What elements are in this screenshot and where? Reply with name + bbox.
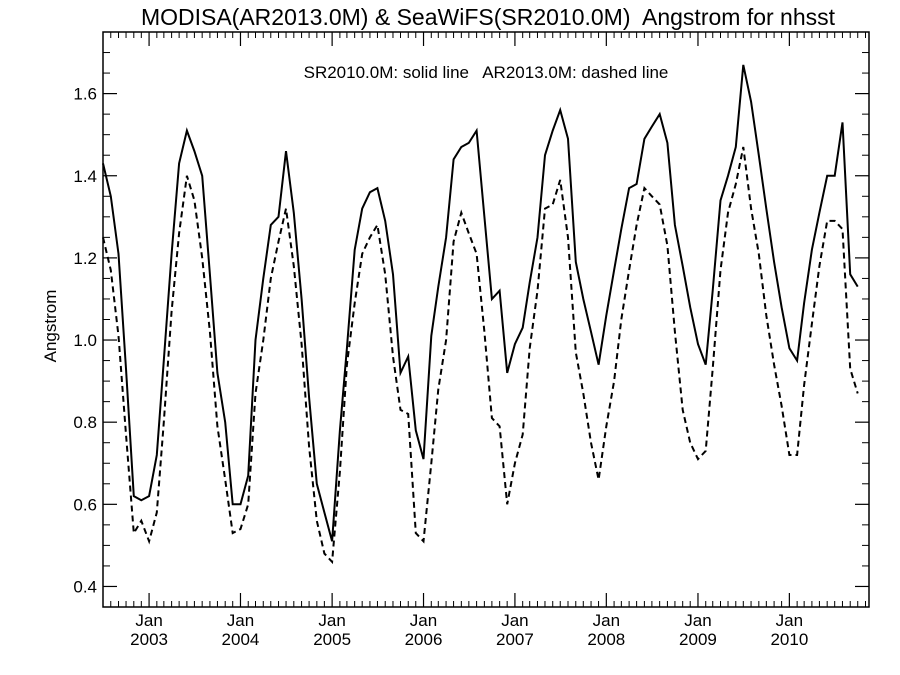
x-tick-year-label: 2005 bbox=[313, 630, 351, 649]
y-tick-label: 1.2 bbox=[73, 249, 97, 268]
x-tick-year-label: 2010 bbox=[770, 630, 808, 649]
series-line-dashed bbox=[102, 146, 859, 565]
y-tick-label: 0.6 bbox=[73, 495, 97, 514]
chart-subtitle: SR2010.0M: solid line AR2013.0M: dashed … bbox=[304, 63, 669, 82]
x-tick-year-label: 2008 bbox=[587, 630, 625, 649]
x-tick-month-label: Jan bbox=[684, 611, 711, 630]
x-tick-year-label: 2003 bbox=[130, 630, 168, 649]
x-tick-month-label: Jan bbox=[410, 611, 437, 630]
plot-frame bbox=[102, 31, 870, 608]
data-series bbox=[102, 64, 859, 565]
x-tick-year-label: 2006 bbox=[405, 630, 443, 649]
x-tick-month-label: Jan bbox=[593, 611, 620, 630]
x-tick-year-label: 2007 bbox=[496, 630, 534, 649]
y-tick-label: 1.6 bbox=[73, 85, 97, 104]
y-tick-label: 1.0 bbox=[73, 331, 97, 350]
y-axis-label: Angstrom bbox=[41, 290, 60, 363]
x-tick-month-label: Jan bbox=[318, 611, 345, 630]
x-tick-month-label: Jan bbox=[501, 611, 528, 630]
axis-ticks: 0.40.60.81.01.21.41.6Jan2003Jan2004Jan20… bbox=[73, 32, 869, 649]
y-tick-label: 1.4 bbox=[73, 167, 97, 186]
chart-title: MODISA(AR2013.0M) & SeaWiFS(SR2010.0M) A… bbox=[141, 4, 836, 30]
y-tick-label: 0.8 bbox=[73, 413, 97, 432]
series-line-solid bbox=[102, 64, 859, 542]
x-tick-year-label: 2009 bbox=[679, 630, 717, 649]
y-tick-label: 0.4 bbox=[73, 577, 97, 596]
x-tick-month-label: Jan bbox=[776, 611, 803, 630]
x-tick-month-label: Jan bbox=[135, 611, 162, 630]
x-tick-year-label: 2004 bbox=[222, 630, 260, 649]
x-tick-month-label: Jan bbox=[227, 611, 254, 630]
